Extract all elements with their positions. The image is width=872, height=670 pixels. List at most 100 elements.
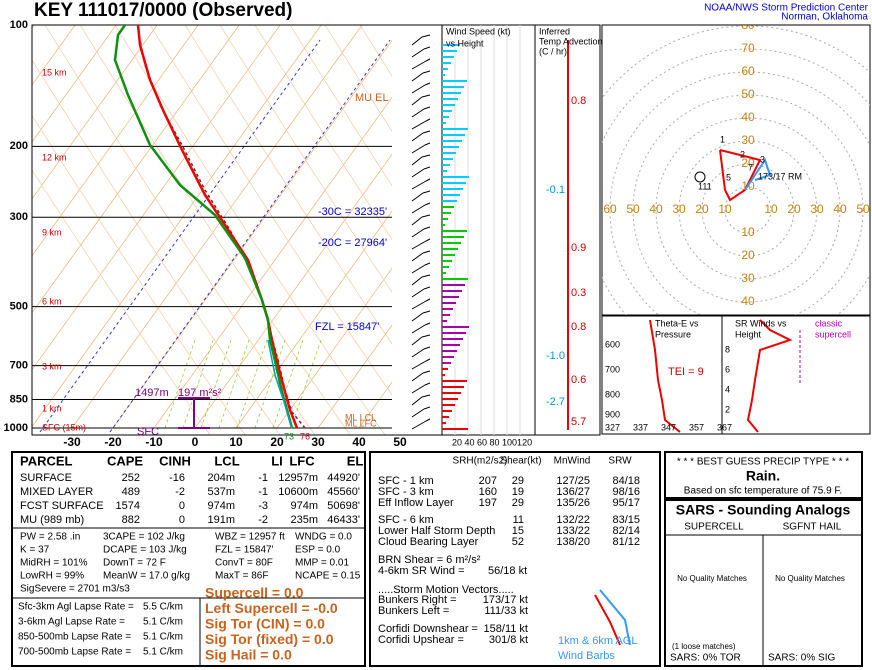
param: Sig Tor (CIN) = 0.0	[205, 616, 325, 632]
m30: -30C = 32335'	[318, 206, 387, 218]
hodo-ring	[609, 71, 870, 315]
height-label: 12 km	[42, 152, 67, 162]
barb-flag	[423, 166, 431, 170]
barb-staff	[411, 276, 423, 286]
dewpoint-profile	[113, 25, 294, 429]
sars-sig: SARS: 0% SIG	[768, 653, 835, 664]
parcel-cell: 882	[122, 514, 140, 526]
adv-title: (C / hr)	[539, 46, 567, 56]
ring-label: 60	[741, 64, 755, 78]
index: DCAPE = 103 J/kg	[103, 545, 187, 556]
parcel-cell: -1	[258, 486, 268, 498]
barb-staff	[411, 60, 427, 70]
dry-adiabat	[32, 59, 281, 435]
motion-label: Bunkers Left =	[378, 605, 449, 617]
barb-flag	[425, 178, 431, 182]
barb-staff	[411, 228, 425, 238]
motion-value: 111/33 kt	[484, 605, 528, 617]
barb-staff	[411, 264, 426, 274]
thetae-x: 327	[605, 422, 620, 432]
kin-header: SRH(m2/s2)	[452, 456, 507, 467]
srwind-profile	[746, 319, 793, 433]
thetae-title: Pressure	[655, 329, 691, 339]
temp-label: 0	[192, 435, 199, 449]
ring-label: 30	[810, 202, 824, 216]
param: Sig Hail = 0.0	[205, 647, 292, 663]
barb-flag	[424, 322, 431, 326]
motion-label: Corfidi Upshear =	[378, 634, 464, 646]
pressure-label: 850	[10, 393, 28, 405]
parcel-cell: 489	[122, 486, 140, 498]
parcel-cell: -2	[258, 514, 268, 526]
thermo-box	[11, 451, 366, 667]
dry-adiabat	[184, 25, 392, 345]
barb-flag	[425, 58, 431, 62]
header-place: Norman, Oklahoma	[781, 12, 868, 23]
tei: TEI = 9	[668, 366, 704, 378]
barb-staff	[411, 408, 425, 418]
ring-label: 80	[741, 18, 755, 32]
barb-staff	[411, 396, 423, 406]
parcel-cell: 44920'	[327, 472, 360, 484]
temp-label: 10	[229, 435, 243, 449]
temp-label: 40	[352, 435, 366, 449]
parcel-cell: 1574	[116, 500, 140, 512]
advection-frame	[534, 24, 601, 436]
hodo-point: 5	[726, 172, 731, 182]
ring-label: 50	[741, 87, 755, 101]
kin-cell: Eff Inflow Layer	[378, 497, 454, 509]
parcel-header: LFC	[289, 453, 315, 468]
kin-header: Shear(kt)	[500, 456, 541, 467]
index: MMP = 0.01	[295, 558, 349, 569]
hodograph-frame	[601, 24, 871, 316]
parcel-header: LI	[271, 453, 283, 468]
index: PW = 2.58 .in	[20, 532, 80, 543]
sars-col: SUPERCELL	[684, 522, 744, 533]
lapse-label: Sfc-3km Agl Lapse Rate =	[18, 602, 134, 613]
kin-cell: 19	[512, 486, 524, 498]
kin-cell: 52	[512, 536, 524, 548]
hodo-ring	[724, 186, 772, 234]
ring-label: 20	[741, 248, 755, 262]
adv-value: 0.8	[571, 321, 586, 333]
index: NCAPE = 0.15	[295, 571, 361, 582]
barb-staff	[411, 108, 425, 118]
thetae-p: 900	[605, 409, 620, 419]
barb-staff	[411, 204, 426, 214]
barb-1km	[594, 594, 621, 646]
barb-flag	[421, 394, 431, 398]
index: LowRH = 99%	[20, 571, 84, 582]
barb-staff	[411, 312, 424, 322]
hodo-ring	[655, 117, 841, 303]
index: SigSevere = 2701 m3/s3	[20, 584, 130, 595]
barb-flag	[421, 214, 431, 218]
barb-staff	[411, 240, 427, 250]
kin-cell: 132/22	[556, 514, 590, 526]
ring-label: 50	[626, 202, 640, 216]
kin-cell: 84/18	[612, 475, 640, 487]
barb-flag	[424, 382, 431, 386]
parcel-cell: MU (989 mb)	[20, 514, 84, 526]
eff-depth: 1497m	[135, 387, 169, 399]
barb-flag	[421, 154, 431, 158]
kin-cell: 11	[513, 514, 524, 526]
storm-marker	[694, 171, 706, 183]
hodo-ring	[602, 25, 870, 99]
sr-h: 8	[725, 344, 730, 354]
parcel-cell: 235m	[290, 514, 318, 526]
motion-value: 173/17 kt	[483, 594, 528, 606]
barb-staff	[411, 84, 426, 94]
pressure-label: 700	[10, 359, 28, 371]
brn: BRN Shear = 6 m²/s²	[378, 554, 481, 566]
kin-cell: 197	[479, 497, 497, 509]
dry-adiabat	[289, 25, 392, 187]
barb-staff	[411, 216, 423, 226]
parcel-cell: 537m	[207, 486, 235, 498]
dry-adiabat	[324, 25, 392, 132]
barb-flag	[425, 418, 431, 422]
thetae-p: 600	[605, 339, 620, 349]
hodo-ring	[701, 163, 795, 257]
height-label: 3 km	[42, 361, 62, 371]
temp-label: 20	[270, 435, 284, 449]
